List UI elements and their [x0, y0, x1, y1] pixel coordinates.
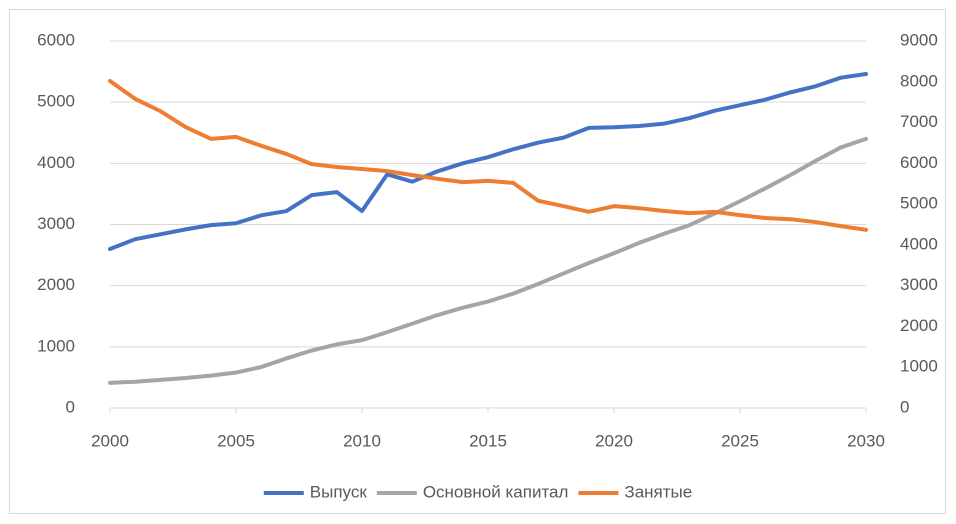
x-tick-label: 2030	[847, 431, 885, 450]
x-tick-label: 2015	[469, 431, 507, 450]
y2-tick-label: 3000	[900, 275, 938, 294]
y-tick-label: 3000	[37, 214, 75, 233]
y-tick-label: 1000	[37, 336, 75, 355]
y2-tick-label: 5000	[900, 194, 938, 213]
series-line	[108, 136, 868, 385]
legend-label: Выпуск	[310, 482, 368, 501]
y2-tick-label: 7000	[900, 112, 938, 131]
series-line	[108, 72, 868, 251]
x-tick-label: 2010	[343, 431, 381, 450]
y2-tick-label: 6000	[900, 153, 938, 172]
x-tick-label: 2020	[595, 431, 633, 450]
y-tick-label: 0	[66, 397, 75, 416]
legend-label: Занятые	[624, 482, 692, 501]
x-tick-label: 2005	[217, 431, 255, 450]
y-tick-label: 4000	[37, 153, 75, 172]
y2-tick-label: 2000	[900, 316, 938, 335]
y-tick-label: 2000	[37, 275, 75, 294]
y2-tick-label: 9000	[900, 30, 938, 49]
x-tick-label: 2000	[91, 431, 129, 450]
y2-tick-label: 8000	[900, 71, 938, 90]
y2-tick-label: 4000	[900, 234, 938, 253]
y2-tick-label: 1000	[900, 357, 938, 376]
series-line	[108, 78, 868, 232]
y-tick-label: 5000	[37, 92, 75, 111]
y2-tick-label: 0	[900, 397, 909, 416]
x-tick-label: 2025	[721, 431, 759, 450]
legend-label: Основной капитал	[423, 482, 569, 501]
y-tick-label: 6000	[37, 30, 75, 49]
